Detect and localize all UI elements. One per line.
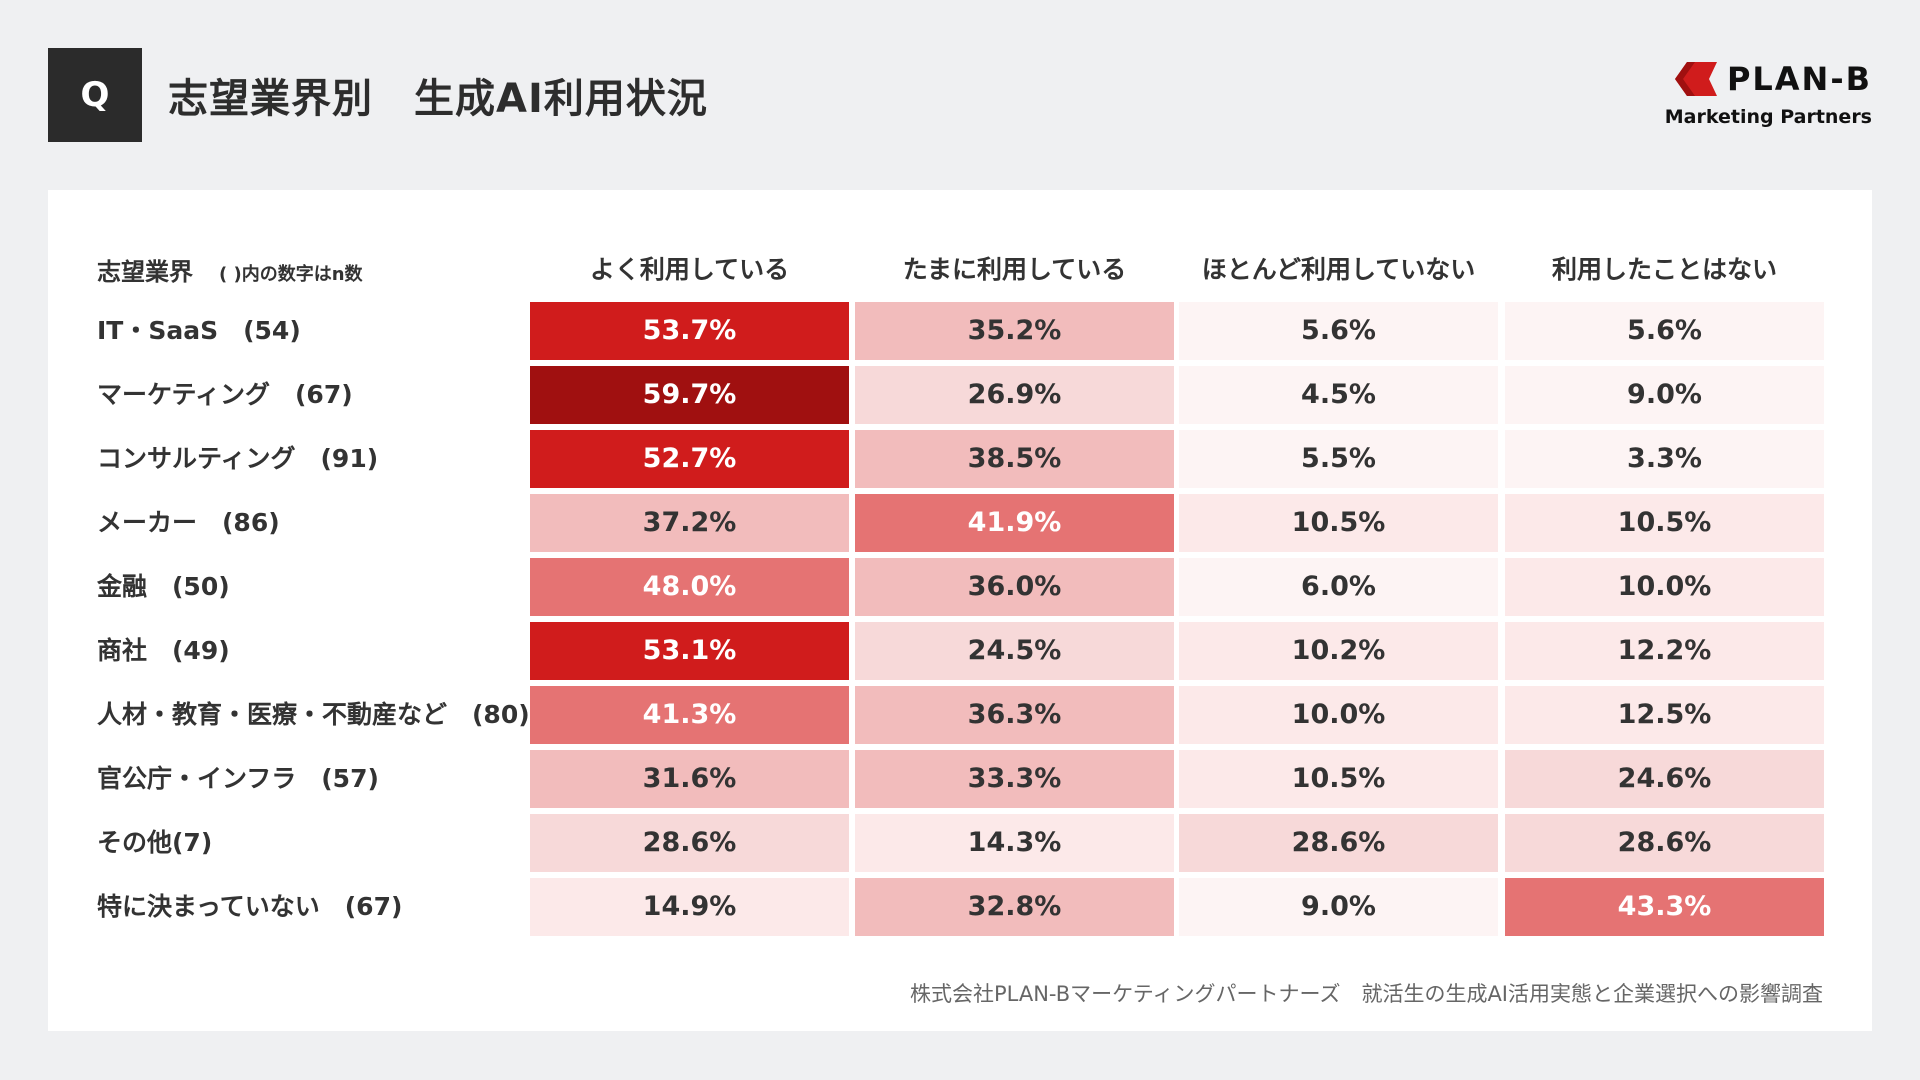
heatmap-cell: 43.3% [1505, 878, 1824, 936]
row-label: マーケティング (67) [97, 380, 353, 409]
heatmap-cell: 41.9% [855, 494, 1174, 552]
heatmap-cell: 24.6% [1505, 750, 1824, 808]
heatmap-cell: 4.5% [1179, 366, 1498, 424]
row-label: メーカー (86) [97, 508, 280, 537]
heatmap-cell: 14.9% [530, 878, 849, 936]
heatmap-cell: 33.3% [855, 750, 1174, 808]
heatmap-cell: 59.7% [530, 366, 849, 424]
heatmap-cell: 5.6% [1179, 302, 1498, 360]
heatmap-cell: 10.5% [1505, 494, 1824, 552]
heatmap-cell: 10.2% [1179, 622, 1498, 680]
row-label: コンサルティング (91) [97, 444, 379, 473]
heatmap-cell: 28.6% [530, 814, 849, 872]
company-logo: PLAN-B Marketing Partners [1665, 60, 1872, 128]
heatmap-cell: 10.0% [1179, 686, 1498, 744]
heatmap-cell: 5.5% [1179, 430, 1498, 488]
heatmap-cell: 9.0% [1179, 878, 1498, 936]
row-label: その他(7) [97, 828, 213, 857]
row-label: 金融 (50) [97, 572, 230, 601]
heatmap-cell: 3.3% [1505, 430, 1824, 488]
plan-b-logo-icon [1674, 62, 1717, 96]
heatmap-cell: 6.0% [1179, 558, 1498, 616]
column-header: たまに利用している [902, 255, 1127, 284]
page-title: 志望業界別 生成AI利用状況 [168, 76, 708, 122]
row-label: 官公庁・インフラ (57) [97, 764, 379, 793]
heatmap-cell: 52.7% [530, 430, 849, 488]
heatmap-cell: 38.5% [855, 430, 1174, 488]
heatmap-cell: 48.0% [530, 558, 849, 616]
logo-subtitle: Marketing Partners [1664, 106, 1872, 128]
source-footer: 株式会社PLAN-Bマーケティングパートナーズ 就活生の生成AI活用実態と企業選… [910, 982, 1823, 1006]
logo-name: PLAN-B [1726, 60, 1872, 98]
column-header: 利用したことはない [1551, 255, 1777, 284]
heatmap-cell: 12.2% [1505, 622, 1824, 680]
heatmap-cell: 37.2% [530, 494, 849, 552]
heatmap-cell: 10.5% [1179, 494, 1498, 552]
heatmap-cell: 12.5% [1505, 686, 1824, 744]
column-header: ほとんど利用していない [1201, 255, 1476, 284]
question-badge: Q [48, 48, 142, 142]
column-header: よく利用している [589, 255, 790, 284]
row-label: IT・SaaS (54) [97, 316, 301, 345]
heatmap-cell: 53.1% [530, 622, 849, 680]
heatmap-cell: 35.2% [855, 302, 1174, 360]
heatmap-cell: 24.5% [855, 622, 1174, 680]
row-label: 人材・教育・医療・不動産など (80) [97, 700, 530, 729]
row-header-note: ( )内の数字はn数 [219, 264, 363, 285]
heatmap-cell: 10.0% [1505, 558, 1824, 616]
heatmap-cell: 14.3% [855, 814, 1174, 872]
row-header: 志望業界 ( )内の数字はn数 [97, 252, 363, 287]
heatmap-cell: 36.3% [855, 686, 1174, 744]
heatmap-cell: 28.6% [1179, 814, 1498, 872]
heatmap-cell: 32.8% [855, 878, 1174, 936]
row-label: 特に決まっていない (67) [97, 892, 403, 921]
heatmap-cell: 36.0% [855, 558, 1174, 616]
heatmap-cell: 28.6% [1505, 814, 1824, 872]
heatmap-cell: 5.6% [1505, 302, 1824, 360]
heatmap-cell: 41.3% [530, 686, 849, 744]
heatmap-cell: 10.5% [1179, 750, 1498, 808]
row-label: 商社 (49) [97, 636, 230, 665]
row-header-title: 志望業界 [97, 258, 193, 286]
heatmap-cell: 31.6% [530, 750, 849, 808]
heatmap-cell: 53.7% [530, 302, 849, 360]
heatmap-cell: 26.9% [855, 366, 1174, 424]
heatmap-cell: 9.0% [1505, 366, 1824, 424]
